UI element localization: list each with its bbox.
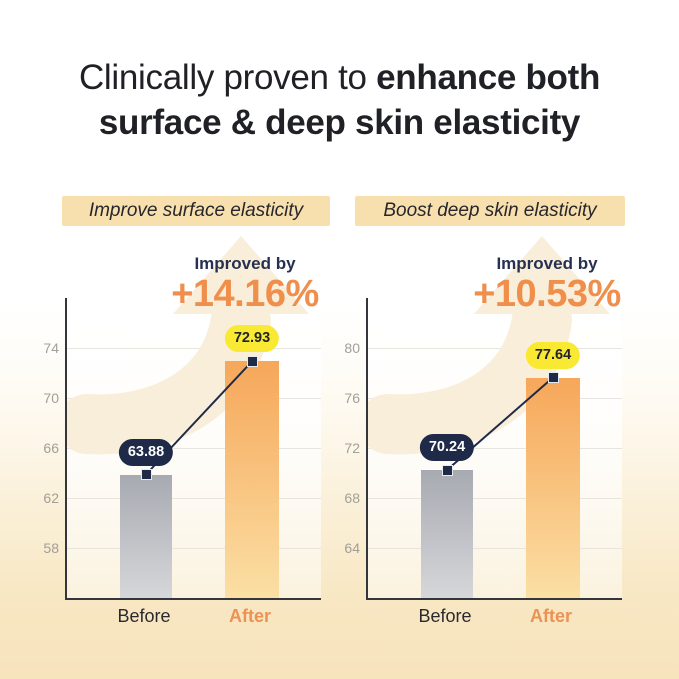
data-point-marker <box>441 464 453 476</box>
category-label-before: Before <box>418 606 472 626</box>
deep-elasticity-panel: Boost deep skin elasticity Improved by +… <box>340 190 640 660</box>
data-point-marker <box>547 372 559 383</box>
value-pill: 70.24 <box>419 434 475 461</box>
y-tick-label: 58 <box>43 540 59 556</box>
gridline <box>368 498 622 499</box>
before-after-connector-line <box>145 360 253 476</box>
y-tick-label: 76 <box>344 390 360 406</box>
panel-header-chip: Boost deep skin elasticity <box>355 196 625 226</box>
value-pill: 72.93 <box>224 325 280 353</box>
category-label-after: After <box>228 606 272 626</box>
bar-chart-surface-elasticity: 74 70 66 62 58 63.88 72.93 <box>43 236 321 600</box>
surface-elasticity-panel: Improve surface elasticity Improved by +… <box>30 190 330 660</box>
improved-by-label: Improved by <box>194 254 296 273</box>
y-tick-label: 66 <box>43 440 59 456</box>
y-tick-label: 68 <box>344 490 360 506</box>
y-tick-label: 80 <box>344 340 360 356</box>
data-point-marker <box>246 355 258 367</box>
improvement-callout: Improved by +10.53% <box>417 254 677 314</box>
improvement-percent: +10.53% <box>473 273 621 315</box>
panel-header-chip: Improve surface elasticity <box>62 196 330 226</box>
improvement-callout: Improved by +14.16% <box>115 254 375 314</box>
x-axis-labels: Before After <box>366 604 620 630</box>
bar-chart-deep-elasticity: 80 76 72 68 64 70.24 77.64 <box>344 236 622 600</box>
bar-before <box>421 470 473 598</box>
bar-before <box>120 474 172 598</box>
data-point-marker <box>140 469 152 480</box>
y-tick-label: 64 <box>344 540 360 556</box>
title-line-1: Clinically proven to enhance both <box>0 55 679 100</box>
x-axis-labels: Before After <box>65 604 319 630</box>
page-title: Clinically proven to enhance both surfac… <box>0 55 679 145</box>
category-label-before: Before <box>117 606 171 626</box>
y-tick-label: 74 <box>43 340 59 356</box>
y-tick-label: 72 <box>344 440 360 456</box>
improved-by-label: Improved by <box>496 254 598 273</box>
category-label-after: After <box>529 606 573 626</box>
gridline <box>67 548 321 549</box>
title-bold-text: enhance both <box>376 58 601 97</box>
value-pill: 63.88 <box>118 438 174 466</box>
gridline <box>368 548 622 549</box>
value-pill: 77.64 <box>525 341 581 369</box>
gridline <box>67 498 321 499</box>
y-tick-label: 62 <box>43 490 59 506</box>
improvement-percent: +14.16% <box>171 273 319 315</box>
before-after-connector-line <box>446 376 554 471</box>
title-line-2: surface & deep skin elasticity <box>98 103 581 142</box>
y-tick-label: 70 <box>43 390 59 406</box>
title-regular-text: Clinically proven to <box>78 58 377 97</box>
